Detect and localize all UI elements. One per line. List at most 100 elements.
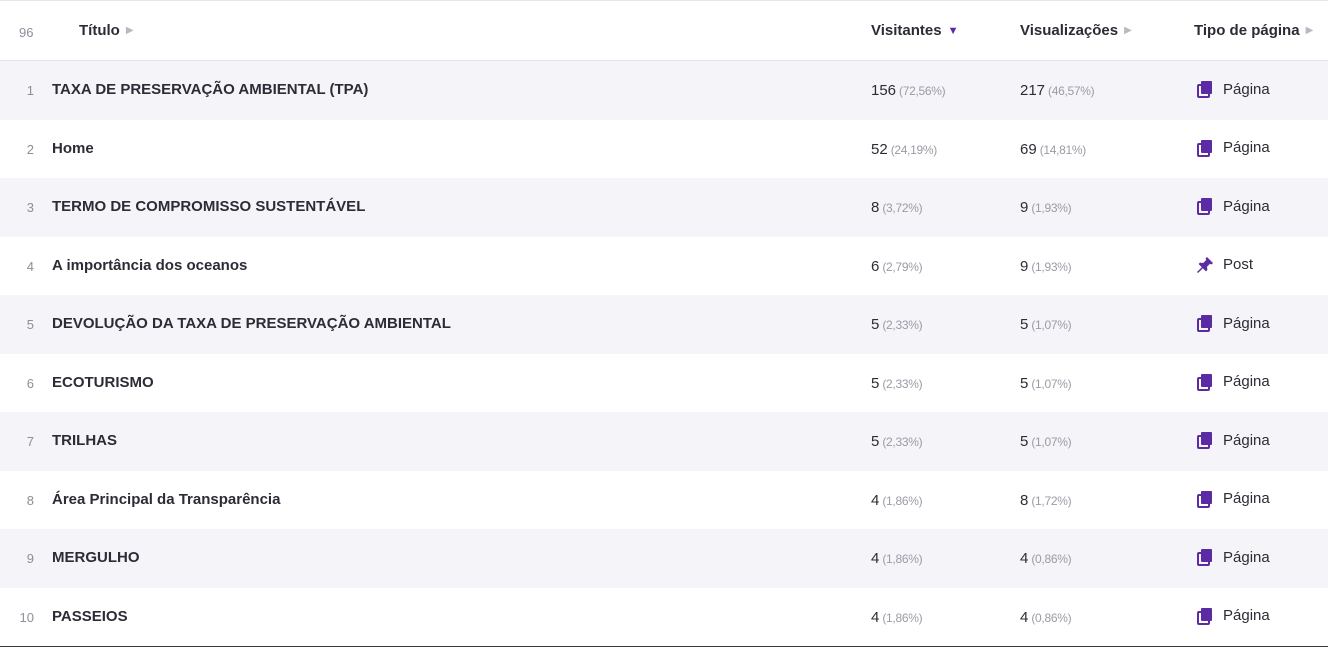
page-title-link[interactable]: ECOTURISMO [52, 373, 154, 391]
visitors-value: 5 [871, 316, 880, 333]
page-icon [1196, 490, 1223, 508]
page-title-link[interactable]: MERGULHO [52, 549, 140, 566]
visitors-value: 6 [871, 257, 880, 275]
views-percent: (1,07%) [1031, 435, 1072, 449]
table-row[interactable]: 9 MERGULHO 4 (1,86%) 4 (0,86%) Página [0, 529, 1328, 588]
row-rank: 7 [26, 434, 34, 449]
sort-arrow-icon: ▶ [125, 25, 134, 36]
page-title-link[interactable]: A importância dos oceanos [52, 256, 248, 274]
row-rank: 4 [26, 258, 34, 274]
visitors-cell: 156 (72,56%) [871, 82, 946, 99]
row-rank: 6 [26, 375, 34, 391]
row-rank: 2 [26, 141, 34, 157]
views-cell: 8 (1,72%) [1020, 492, 1072, 509]
visitors-header-label: Visitantes [871, 22, 942, 39]
table-row[interactable]: 5 DEVOLUÇÃO DA TAXA DE PRESERVAÇÃO AMBIEN… [0, 295, 1328, 354]
views-value: 5 [1020, 316, 1029, 333]
page-type-cell: Página [1196, 197, 1270, 215]
views-cell: 9 (1,93%) [1020, 199, 1072, 216]
page-type-label: Página [1223, 490, 1270, 507]
visitors-percent: (1,86%) [882, 610, 923, 625]
table-row[interactable]: 4 A importância dos oceanos 6 (2,79%) 9 (1,93… [0, 237, 1328, 296]
visitors-cell: 4 (1,86%) [871, 550, 923, 567]
visitors-percent: (1,86%) [882, 493, 923, 508]
page-type-label: Página [1223, 373, 1270, 390]
page-type-label: Página [1223, 548, 1270, 566]
page-type-label: Página [1223, 80, 1270, 98]
views-cell: 5 (1,07%) [1020, 374, 1072, 392]
page-type-cell: Página [1196, 80, 1270, 98]
page-icon [1196, 80, 1223, 98]
page-title-link[interactable]: TRILHAS [52, 432, 117, 449]
visitors-percent: (2,33%) [882, 435, 923, 449]
row-rank: 9 [26, 551, 34, 566]
table-row[interactable]: 6 ECOTURISMO 5 (2,33%) 5 (1,07%) Página [0, 354, 1328, 413]
sort-desc-icon: ▼ [947, 25, 959, 37]
visitors-cell: 4 (1,86%) [871, 608, 923, 626]
visitors-cell: 8 (3,72%) [871, 199, 923, 216]
visitors-value: 5 [871, 433, 880, 450]
visitors-cell: 52 (24,19%) [871, 141, 937, 158]
page-icon [1196, 548, 1223, 566]
page-icon [1196, 373, 1223, 391]
sort-title-header[interactable]: Título ▶ [79, 22, 134, 39]
page-title-link[interactable]: TAXA DE PRESERVAÇÃO AMBIENTAL (TPA) [52, 81, 369, 98]
table-row[interactable]: 3 TERMO DE COMPROMISSO SUSTENTÁVEL 8 (3,72%… [0, 178, 1328, 237]
table-row[interactable]: 2 Home 52 (24,19%) 69 (14,81%) Página [0, 120, 1328, 179]
page-title-link[interactable]: TERMO DE COMPROMISSO SUSTENTÁVEL [52, 198, 366, 215]
views-cell: 4 (0,86%) [1020, 550, 1072, 567]
visitors-value: 4 [871, 608, 880, 626]
page-type-label: Página [1223, 431, 1270, 449]
views-percent: (1,93%) [1031, 259, 1072, 274]
table-row[interactable]: 8 Área Principal da Transparência 4 (1,86%)… [0, 471, 1328, 530]
table-row[interactable]: 1 TAXA DE PRESERVAÇÃO AMBIENTAL (TPA) 156(… [0, 61, 1328, 120]
views-cell: 5 (1,07%) [1020, 316, 1072, 333]
views-percent: (46,57%) [1048, 84, 1095, 98]
page-type-cell: Página [1196, 373, 1270, 391]
views-percent: (1,72%) [1031, 493, 1072, 508]
views-cell: 69 (14,81%) [1020, 141, 1086, 158]
visitors-percent: (3,72%) [882, 201, 923, 215]
page-type-label: Página [1223, 197, 1270, 215]
table-header: 96 Título ▶ Visitantes ▼ Visualizações ▶ Ti… [0, 1, 1328, 61]
visitors-cell: 6 (2,79%) [871, 257, 923, 275]
views-value: 4 [1020, 550, 1029, 567]
row-rank: 10 [19, 609, 34, 625]
pin-icon [1196, 256, 1223, 274]
views-cell: 217 (46,57%) [1020, 82, 1095, 99]
sort-arrow-icon: ▶ [1124, 25, 1132, 36]
page-title-link[interactable]: Área Principal da Transparência [52, 490, 281, 508]
views-percent: (1,07%) [1031, 376, 1072, 391]
page-title-link[interactable]: Home [52, 139, 94, 157]
page-type-label: Página [1223, 314, 1270, 332]
views-value: 5 [1020, 433, 1029, 450]
sort-type-header[interactable]: Tipo de página ▶ [1194, 22, 1313, 39]
views-cell: 4 (0,86%) [1020, 609, 1072, 626]
row-rank: 8 [26, 492, 34, 508]
page-type-cell: Página [1196, 314, 1270, 332]
page-title-link[interactable]: PASSEIOS [52, 607, 128, 625]
page-title-link[interactable]: DEVOLUÇÃO DA TAXA DE PRESERVAÇÃO AMBIENT… [52, 315, 451, 332]
type-header-label: Tipo de página [1194, 22, 1300, 39]
visitors-cell: 5 (2,33%) [871, 374, 923, 392]
visitors-value: 8 [871, 199, 880, 216]
visitors-cell: 4 (1,86%) [871, 492, 923, 509]
page-type-cell: Post [1196, 256, 1253, 274]
page-type-cell: Página [1196, 490, 1270, 508]
visitors-value: 156 [871, 82, 897, 99]
page-icon [1196, 314, 1223, 332]
views-value: 217 [1020, 82, 1046, 99]
views-value: 9 [1020, 257, 1029, 275]
views-value: 5 [1020, 374, 1029, 392]
page-type-cell: Página [1196, 431, 1270, 449]
page-icon [1196, 197, 1223, 215]
table-row[interactable]: 10 PASSEIOS 4 (1,86%) 4 (0,86%) Página [0, 588, 1328, 647]
visitors-value: 5 [871, 374, 880, 392]
table-row[interactable]: 7 TRILHAS 5 (2,33%) 5 (1,07%) Página [0, 412, 1328, 471]
page-type-label: Página [1223, 139, 1270, 156]
visitors-percent: (2,33%) [882, 318, 923, 332]
sort-views-header[interactable]: Visualizações ▶ [1020, 22, 1132, 39]
visitors-cell: 5 (2,33%) [871, 316, 923, 333]
sort-visitors-header[interactable]: Visitantes ▼ [871, 22, 958, 39]
